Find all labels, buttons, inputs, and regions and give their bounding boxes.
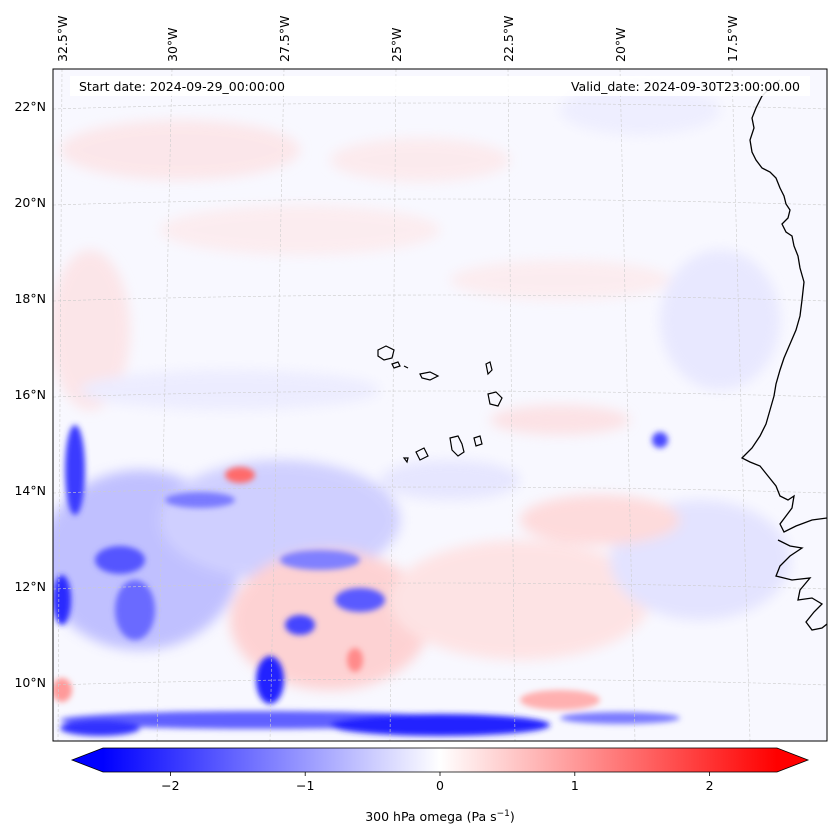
lat-label: 16°N	[14, 387, 46, 402]
colorbar-tick-label: 0	[436, 778, 444, 793]
colorbar-fill	[103, 748, 777, 772]
latitude-axis: 22°N 20°N 18°N 16°N 14°N 12°N 10°N	[14, 99, 46, 690]
lon-label: 20°W	[613, 27, 628, 62]
lat-label: 18°N	[14, 291, 46, 306]
lat-label: 14°N	[14, 483, 46, 498]
lon-label: 32.5°W	[55, 16, 70, 62]
coastline-africa	[740, 79, 827, 533]
colorbar-tick-label: −1	[296, 778, 314, 793]
colorbar-tick-label: 2	[706, 778, 714, 793]
colorbar-min-extend	[72, 748, 103, 772]
colorbar-label-exponent: −1	[497, 809, 510, 819]
lon-label: 22.5°W	[501, 16, 516, 62]
start-date-label: Start date: 2024-09-29_00:00:00	[79, 79, 285, 94]
lon-label: 27.5°W	[277, 16, 292, 62]
lat-label: 12°N	[14, 579, 46, 594]
colorbar-tick-label: 1	[571, 778, 579, 793]
cape-verde-islands	[377, 345, 503, 464]
coastline-southern	[775, 539, 827, 631]
longitude-axis: 32.5°W 30°W 27.5°W 25°W 22.5°W 20°W 17.5…	[55, 16, 740, 62]
lon-label: 17.5°W	[725, 16, 740, 62]
lon-label: 25°W	[389, 27, 404, 62]
colorbar-label-text: 300 hPa omega (Pa s	[365, 809, 496, 824]
lon-label: 30°W	[165, 27, 180, 62]
colorbar-max-extend	[777, 748, 808, 772]
colorbar: −2 −1 0 1 2 300 hPa omega (Pa s−1)	[70, 747, 810, 824]
colorbar-label: 300 hPa omega (Pa s−1)	[365, 809, 515, 824]
valid-date-label: Valid_date: 2024-09-30T23:00:00.00	[571, 79, 800, 94]
colorbar-label-close: )	[510, 809, 515, 824]
colorbar-ticks: −2 −1 0 1 2	[161, 772, 714, 793]
lat-label: 20°N	[14, 195, 46, 210]
lat-label: 22°N	[14, 99, 46, 114]
map-frame	[52, 68, 828, 742]
colorbar-tick-label: −2	[161, 778, 179, 793]
colorbar-outline	[70, 747, 810, 773]
omega-field	[53, 69, 827, 741]
lat-label: 10°N	[14, 675, 46, 690]
gridlines	[53, 69, 827, 741]
